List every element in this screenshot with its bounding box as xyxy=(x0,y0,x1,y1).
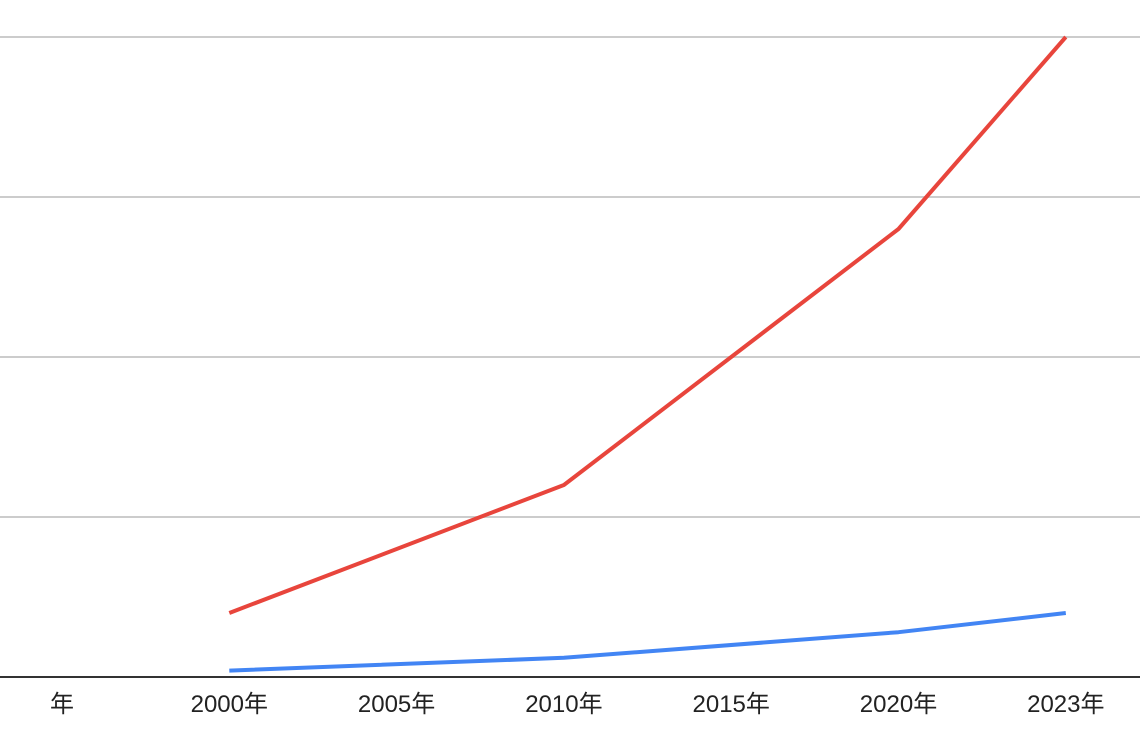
x-tick-label: 2000年 xyxy=(191,691,268,718)
x-tick-label: 2005年 xyxy=(358,691,435,718)
x-tick-label: 2010年 xyxy=(525,691,602,718)
series-line-1 xyxy=(228,35,1068,615)
series-lines xyxy=(228,35,1068,673)
series-line-2 xyxy=(229,611,1067,673)
x-axis: 年 2000年 2005年 2010年 2015年 2020年 2023年 xyxy=(0,676,1140,718)
x-tick-label: 2020年 xyxy=(860,691,937,718)
x-tick-label: 2023年 xyxy=(1027,691,1104,718)
gridlines xyxy=(0,36,1140,518)
x-tick-label: 年 xyxy=(50,691,74,718)
x-tick-label: 2015年 xyxy=(693,691,770,718)
